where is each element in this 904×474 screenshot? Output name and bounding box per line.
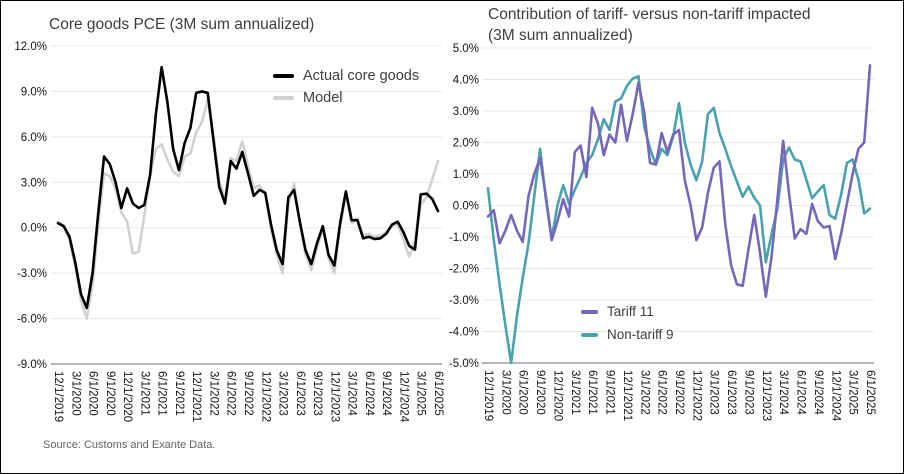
y-axis-label: -6.0%	[17, 314, 47, 326]
y-axis-label: -4.0%	[449, 327, 479, 339]
x-axis-label: 6/1/2023	[294, 371, 306, 416]
x-axis-label: 12/1/2023	[760, 370, 772, 421]
y-axis-label: -9.0%	[17, 359, 47, 371]
right-chart-title-line2: (3M sum annualized)	[488, 27, 633, 44]
actual-core-goods-label: Actual core goods	[303, 68, 420, 84]
y-axis-label: 6.0%	[21, 132, 47, 144]
x-axis-label: 3/1/2023	[708, 370, 720, 415]
x-axis-label: 3/1/2020	[499, 370, 511, 415]
x-axis-label: 6/1/2020	[517, 370, 529, 415]
series-line-model	[56, 99, 440, 320]
x-axis-label: 12/1/2020	[551, 370, 563, 421]
x-axis-label: 9/1/2020	[104, 371, 116, 416]
tariff-contribution-chart: 5.0% 4.0% 3.0% 2.0% 1.0% 0.0% -1.0% -2.0% -3.0% -…	[449, 43, 876, 422]
x-axis-label: 3/1/2025	[847, 370, 859, 415]
x-axis-label: 6/1/2025	[432, 371, 444, 416]
x-axis-label: 9/1/2020	[534, 370, 546, 415]
x-axis-label: 12/1/2022	[690, 370, 702, 421]
x-axis-label: 3/1/2021	[138, 371, 150, 416]
model-swatch	[273, 96, 294, 100]
y-axis-label: 0.0%	[453, 201, 479, 213]
y-axis-label: 3.0%	[21, 177, 47, 189]
y-axis-label: 0.0%	[21, 223, 47, 235]
y-axis-label: -3.0%	[17, 268, 47, 280]
source-note: Source: Customs and Exante Data.	[43, 439, 216, 451]
legend-item-model: Model	[273, 87, 419, 109]
x-axis-label: 9/1/2021	[604, 370, 616, 415]
x-axis-label: 3/1/2023	[277, 371, 289, 416]
legend-item-actual-core-goods: Actual core goods	[273, 65, 419, 87]
x-axis-label: 12/1/2022	[259, 371, 271, 422]
y-axis-label: -3.0%	[449, 295, 479, 307]
nontariff-label: Non-tariff 9	[607, 327, 674, 342]
x-axis-label: 12/1/2021	[190, 371, 202, 422]
series-line-tariff-11	[486, 64, 872, 299]
x-axis-label: 3/1/2024	[777, 370, 789, 415]
y-axis-label: 3.0%	[453, 106, 479, 118]
legend-item-tariff: Tariff 11	[581, 300, 674, 323]
x-axis-label: 6/1/2024	[363, 371, 375, 416]
x-axis-label: 12/1/2024	[397, 371, 409, 423]
y-axis-label: 1.0%	[453, 169, 479, 181]
x-axis-label: 9/1/2021	[173, 371, 185, 416]
y-axis-label: -2.0%	[449, 264, 479, 276]
x-axis-label: 9/1/2022	[242, 371, 254, 416]
x-axis-label: 6/1/2021	[156, 371, 168, 416]
left-chart-title: Core goods PCE (3M sum annualized)	[49, 16, 315, 33]
right-chart-legend: Tariff 11 Non-tariff 9	[581, 300, 674, 346]
x-axis-label: 12/1/2023	[328, 371, 340, 422]
model-label: Model	[303, 90, 343, 106]
x-axis-label: 6/1/2022	[225, 371, 237, 416]
actual-core-goods-swatch	[273, 74, 294, 78]
tariff-label: Tariff 11	[607, 304, 654, 319]
y-axis-label: -5.0%	[449, 358, 479, 370]
x-axis-label: 12/1/2019	[52, 371, 64, 422]
x-axis-label: 12/1/2021	[621, 370, 633, 421]
x-axis-label: 12/1/2020	[121, 371, 133, 422]
x-axis-label: 9/1/2023	[311, 371, 323, 416]
x-axis-label: 6/1/2021	[586, 370, 598, 415]
nontariff-swatch	[581, 332, 598, 337]
y-axis-label: 4.0%	[453, 75, 479, 87]
x-axis-label: 3/1/2022	[207, 371, 219, 416]
x-axis-label: 12/1/2024	[829, 370, 841, 422]
x-axis-label: 12/1/2019	[482, 370, 494, 421]
x-axis-label: 3/1/2024	[346, 371, 358, 416]
x-axis-label: 3/1/2022	[638, 370, 650, 415]
series-line-non-tariff-9	[486, 75, 872, 365]
y-axis-label: -1.0%	[449, 232, 479, 244]
left-chart-legend: Actual core goods Model	[273, 65, 419, 109]
core-goods-pce-chart: 12.0% 9.0% 6.0% 3.0% 0.0% -3.0% -6.0% -9.0% 12/1…	[14, 41, 444, 423]
x-axis-label: 6/1/2022	[656, 370, 668, 415]
x-axis-label: 9/1/2022	[673, 370, 685, 415]
series-line-actual-core-goods	[56, 65, 440, 310]
x-axis-label: 3/1/2020	[69, 371, 81, 416]
x-axis-label: 9/1/2024	[380, 371, 392, 416]
x-axis-label: 9/1/2024	[812, 370, 824, 415]
y-axis-label: 9.0%	[21, 86, 47, 98]
y-axis-label: 2.0%	[453, 138, 479, 150]
tariff-swatch	[581, 309, 598, 314]
legend-item-nontariff: Non-tariff 9	[581, 323, 674, 346]
x-axis-label: 6/1/2024	[795, 370, 807, 415]
y-axis-label: 12.0%	[14, 41, 47, 53]
x-axis-label: 3/1/2025	[415, 371, 427, 416]
x-axis-label: 6/1/2025	[864, 370, 876, 415]
x-axis-label: 9/1/2023	[742, 370, 754, 415]
y-axis-label: 5.0%	[453, 43, 479, 55]
right-chart-title: Contribution of tariff- versus non-tarif…	[488, 4, 888, 46]
x-axis-label: 6/1/2020	[87, 371, 99, 416]
x-axis-label: 3/1/2021	[569, 370, 581, 415]
right-chart-title-line1: Contribution of tariff- versus non-tarif…	[488, 6, 811, 23]
x-axis-label: 6/1/2023	[725, 370, 737, 415]
